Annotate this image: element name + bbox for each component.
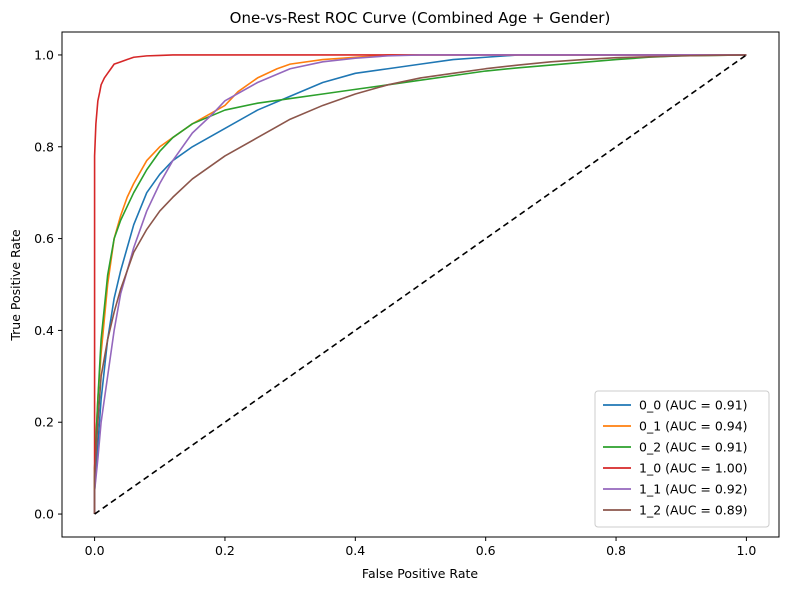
x-axis-label: False Positive Rate [362,566,478,581]
roc-series-line-1_1 [93,54,747,515]
legend-entry-label: 0_2 (AUC = 0.91) [639,440,748,455]
roc-series-line-0_2 [93,54,747,515]
plot-area: 0.0 0.2 0.4 0.6 0.8 1.0 0.0 0.2 0.4 0.6 0.8 1.0 [34,31,780,558]
legend-entry-label: 0_1 (AUC = 0.94) [639,419,748,434]
y-tick-label: 0.8 [34,139,54,154]
legend-box [594,390,770,528]
y-axis-label: True Positive Rate [8,229,23,342]
y-tick-label: 0.6 [34,231,54,246]
x-tick-label: 0.4 [345,543,365,558]
x-tick-label: 0.0 [85,543,105,558]
x-tick-label: 0.8 [606,543,626,558]
x-tick-label: 0.6 [476,543,496,558]
x-tick-label: 1.0 [736,543,756,558]
legend-entry-label: 0_0 (AUC = 0.91) [639,398,748,413]
y-tick-label: 0.0 [34,507,54,522]
chart-title: One-vs-Rest ROC Curve (Combined Age + Ge… [230,9,611,27]
roc-series-line-1_0 [93,54,747,515]
legend-entry-label: 1_2 (AUC = 0.89) [639,503,748,518]
y-tick-label: 1.0 [34,47,54,62]
x-tick-label: 0.2 [215,543,235,558]
legend: 0_0 (AUC = 0.91) 0_1 (AUC = 0.94) 0_2 (AUC… [594,390,770,528]
plot-frame [61,31,780,538]
y-tick-label: 0.4 [34,323,54,338]
legend-entry-label: 1_0 (AUC = 1.00) [639,461,748,476]
chance-diagonal-line [94,54,747,515]
y-tick-label: 0.2 [34,415,54,430]
legend-entry-label: 1_1 (AUC = 0.92) [639,482,748,497]
roc-series-line-1_2 [93,54,747,515]
